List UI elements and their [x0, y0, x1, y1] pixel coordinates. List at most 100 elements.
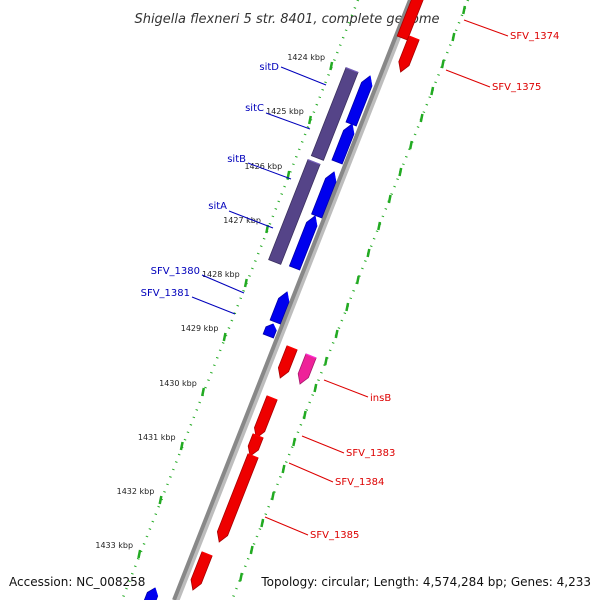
gene-SFV_1382-block[interactable]	[277, 345, 298, 379]
gene-sitB-block[interactable]	[311, 171, 337, 219]
minor-tick-mark	[451, 32, 456, 42]
label-layer: sitD sitC sitB sitA SFV_1380 SFV_1381 SFV_1374…	[141, 19, 559, 541]
minor-tick-mark	[292, 437, 297, 447]
gene-SFV_1384-block-highlight	[252, 433, 264, 439]
operon-sit-block-2[interactable]	[268, 159, 321, 265]
label-leader-line	[463, 19, 509, 37]
gene-SFV_1375-block[interactable]	[398, 35, 420, 73]
operon-sit-block-1-highlight	[345, 67, 359, 73]
genome-summary-text: Topology: circular; Length: 4,574,284 bp…	[260, 575, 591, 589]
gene-label-SFV_1385[interactable]: SFV_1385	[310, 530, 359, 541]
gene-insB-block-body	[297, 353, 317, 385]
label-leader-line	[445, 69, 491, 88]
major-tick-mark	[329, 61, 334, 71]
label-leader-line	[228, 210, 274, 229]
operon-sit-block-2-highlight	[307, 159, 321, 165]
gene-label-SFV_1374[interactable]: SFV_1374	[510, 31, 559, 42]
gene-label-sitB[interactable]: sitB	[227, 154, 246, 165]
gene-insB-block-highlight	[305, 353, 317, 359]
label-leader-line	[288, 462, 334, 483]
major-tick-mark	[243, 278, 248, 288]
gene-SFV_1375-block-highlight	[408, 35, 420, 41]
gene-bottom-red-block-highlight	[201, 551, 213, 557]
minor-tick-mark	[462, 5, 467, 15]
minor-tick-mark	[440, 59, 445, 69]
gene-SFV_1383-block-highlight	[266, 395, 278, 401]
tick-track: 1424 kbp 1425 kbp 1426 kbp 1427 kbp 1428 kbp…	[95, 0, 470, 600]
gene-SFV_1380-block[interactable]	[269, 291, 290, 325]
gene-SFV_1384-block[interactable]	[247, 433, 264, 457]
tick-label: 1427 kbp	[223, 216, 261, 225]
gene-insB-block[interactable]	[297, 353, 317, 385]
gene-label-SFV_1383[interactable]: SFV_1383	[346, 448, 395, 459]
minor-tick-mark	[430, 86, 435, 96]
gene-sitC-block-highlight	[351, 123, 355, 135]
accession-text: Accession: NC_008258	[9, 575, 145, 589]
major-tick-mark	[200, 387, 206, 397]
minor-tick-mark	[270, 491, 275, 501]
gene-SFV_1383-block-body	[254, 395, 278, 439]
gene-label-insB[interactable]: insB	[370, 393, 391, 404]
gene-SFV_1385-block-highlight	[247, 453, 259, 459]
minor-tick-mark	[249, 545, 254, 555]
gene-label-SFV_1384[interactable]: SFV_1384	[335, 477, 384, 488]
tick-label: 1431 kbp	[138, 433, 176, 442]
tick-label: 1428 kbp	[202, 270, 240, 279]
gene-label-sitD[interactable]: sitD	[259, 62, 279, 73]
feature-track[interactable]	[143, 0, 424, 600]
tick-label: 1432 kbp	[117, 487, 155, 496]
minor-tick-mark	[260, 518, 265, 528]
gene-label-sitA[interactable]: sitA	[208, 201, 227, 212]
minor-tick-mark	[334, 329, 339, 339]
minor-tick-mark	[419, 113, 424, 123]
genome-backbone	[172, 0, 416, 600]
label-leader-line	[280, 66, 327, 86]
minor-tick-mark	[323, 356, 329, 366]
gene-SFV_1380-block-highlight	[286, 291, 290, 303]
minor-tick-mark	[345, 302, 350, 312]
operon-sit-block-1[interactable]	[310, 67, 359, 161]
label-leader-line	[323, 379, 369, 398]
gene-SFV_1385-block[interactable]	[216, 453, 259, 543]
label-leader-line	[247, 162, 292, 180]
tick-label: 1430 kbp	[159, 379, 197, 388]
major-tick-mark	[307, 115, 313, 125]
tick-label: 1425 kbp	[266, 107, 304, 116]
gene-label-sitC[interactable]: sitC	[245, 103, 264, 114]
gene-sitA-block-highlight	[314, 215, 318, 227]
gene-label-SFV_1381[interactable]: SFV_1381	[141, 288, 190, 299]
minor-tick-mark	[387, 194, 392, 204]
minor-tick-mark	[377, 221, 382, 231]
gene-sitC-block[interactable]	[331, 123, 355, 165]
gene-edge-bottom-block[interactable]	[143, 587, 159, 600]
major-tick-mark	[158, 495, 163, 505]
label-leader-line	[264, 516, 309, 536]
gene-SFV_1381-block[interactable]	[262, 323, 277, 339]
gene-bottom-red-block[interactable]	[190, 551, 213, 591]
gene-label-SFV_1380[interactable]: SFV_1380	[151, 266, 200, 277]
gene-SFV_1382-block-body	[277, 345, 298, 379]
gene-sitD-block[interactable]	[345, 75, 373, 127]
dotted-scale-left	[120, 0, 360, 600]
gene-label-SFV_1375[interactable]: SFV_1375	[492, 82, 541, 93]
map-title: Shigella flexneri 5 str. 8401, complete …	[134, 12, 439, 27]
label-leader-line	[265, 112, 311, 130]
minor-tick-mark	[313, 383, 318, 393]
major-tick-mark	[222, 332, 227, 342]
tick-label: 1433 kbp	[95, 541, 133, 550]
minor-tick-mark	[408, 140, 413, 150]
minor-tick-mark	[398, 167, 403, 177]
gene-SFV_1382-block-highlight	[286, 345, 298, 351]
gene-sitD-block-highlight	[369, 75, 373, 87]
minor-tick-mark	[366, 248, 371, 258]
label-leader-line	[191, 296, 236, 315]
minor-tick-mark	[355, 275, 360, 285]
major-tick-mark	[179, 441, 184, 451]
minor-tick-mark	[302, 410, 307, 420]
gene-sitA-block[interactable]	[288, 215, 318, 271]
minor-tick-mark	[281, 464, 286, 474]
gene-SFV_1383-block[interactable]	[254, 395, 278, 439]
tick-label: 1424 kbp	[287, 53, 325, 62]
